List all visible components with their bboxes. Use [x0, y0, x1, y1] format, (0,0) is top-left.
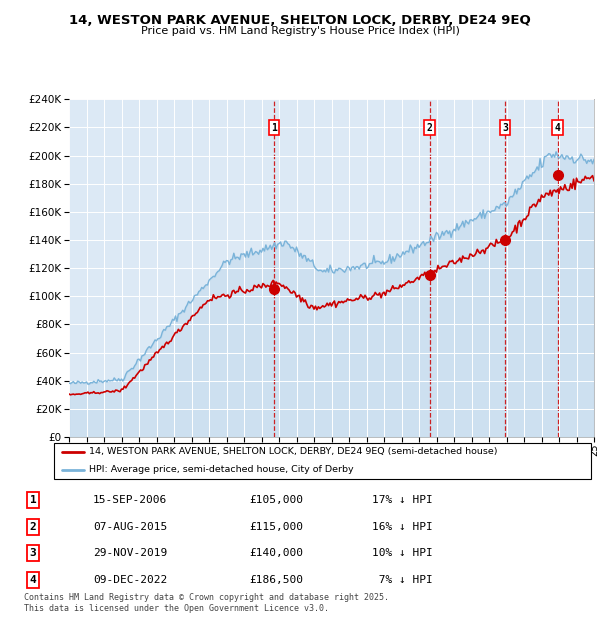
Text: 14, WESTON PARK AVENUE, SHELTON LOCK, DERBY, DE24 9EQ (semi-detached house): 14, WESTON PARK AVENUE, SHELTON LOCK, DE…: [89, 447, 497, 456]
Text: 4: 4: [29, 575, 37, 585]
Text: £186,500: £186,500: [249, 575, 303, 585]
Text: 2: 2: [29, 521, 37, 532]
Text: £140,000: £140,000: [249, 548, 303, 559]
Text: 17% ↓ HPI: 17% ↓ HPI: [372, 495, 433, 505]
FancyBboxPatch shape: [54, 443, 591, 479]
Text: 1: 1: [29, 495, 37, 505]
Text: 15-SEP-2006: 15-SEP-2006: [93, 495, 167, 505]
Text: 07-AUG-2015: 07-AUG-2015: [93, 521, 167, 532]
Text: HPI: Average price, semi-detached house, City of Derby: HPI: Average price, semi-detached house,…: [89, 465, 353, 474]
Text: 09-DEC-2022: 09-DEC-2022: [93, 575, 167, 585]
Text: £105,000: £105,000: [249, 495, 303, 505]
Text: 2: 2: [427, 123, 433, 133]
Text: 29-NOV-2019: 29-NOV-2019: [93, 548, 167, 559]
Text: 14, WESTON PARK AVENUE, SHELTON LOCK, DERBY, DE24 9EQ: 14, WESTON PARK AVENUE, SHELTON LOCK, DE…: [69, 14, 531, 27]
Text: 3: 3: [29, 548, 37, 559]
Text: 4: 4: [555, 123, 561, 133]
Text: 3: 3: [502, 123, 508, 133]
Text: Contains HM Land Registry data © Crown copyright and database right 2025.
This d: Contains HM Land Registry data © Crown c…: [24, 593, 389, 613]
Text: 1: 1: [271, 123, 277, 133]
Text: Price paid vs. HM Land Registry's House Price Index (HPI): Price paid vs. HM Land Registry's House …: [140, 26, 460, 36]
Text: £115,000: £115,000: [249, 521, 303, 532]
Text: 16% ↓ HPI: 16% ↓ HPI: [372, 521, 433, 532]
Text: 10% ↓ HPI: 10% ↓ HPI: [372, 548, 433, 559]
Text: 7% ↓ HPI: 7% ↓ HPI: [372, 575, 433, 585]
